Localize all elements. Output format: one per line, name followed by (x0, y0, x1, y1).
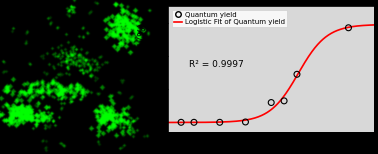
Point (242, 121, 248, 123)
X-axis label: Carbon number: Carbon number (233, 151, 310, 154)
Point (217, 121, 223, 124)
Point (345, 26, 352, 29)
Point (268, 101, 274, 104)
Point (294, 73, 300, 75)
Y-axis label: Quantum yield (%): Quantum yield (%) (138, 23, 148, 115)
Point (281, 100, 287, 102)
Text: R² = 0.9997: R² = 0.9997 (189, 60, 243, 69)
Legend: Quantum yield, Logistic Fit of Quantum yield: Quantum yield, Logistic Fit of Quantum y… (172, 10, 287, 27)
Point (191, 121, 197, 124)
Point (178, 121, 184, 124)
